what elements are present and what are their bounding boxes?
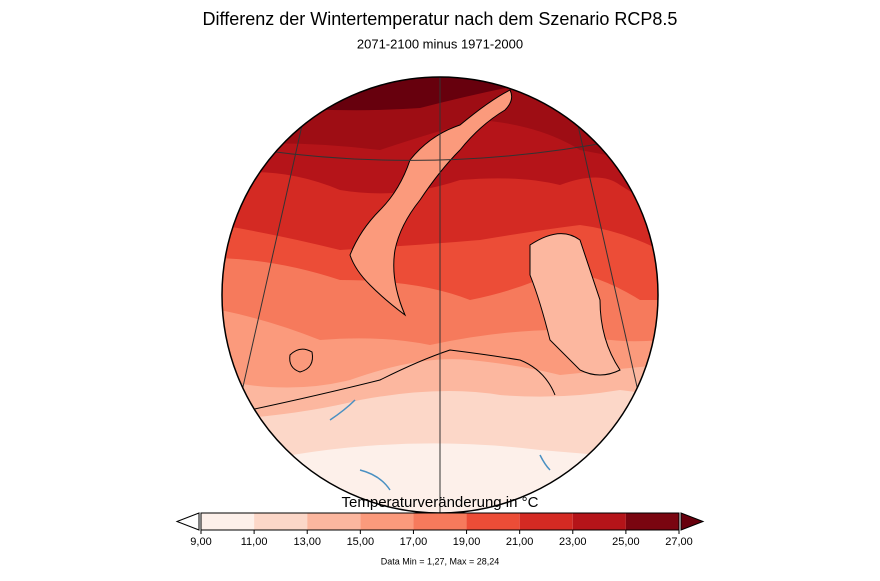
colorbar-tick-label: 13,00 bbox=[293, 536, 321, 548]
colorbar-tick-label: 17,00 bbox=[400, 536, 428, 548]
colorbar-segment bbox=[625, 513, 679, 530]
colorbar-under-arrow bbox=[175, 512, 200, 531]
colorbar-segment bbox=[519, 513, 573, 530]
colorbar-tick-label: 19,00 bbox=[453, 536, 481, 548]
subtitle: 2071-2100 minus 1971-2000 bbox=[357, 36, 523, 51]
colorbar-segment bbox=[254, 513, 308, 530]
colorbar-over-arrow bbox=[680, 512, 705, 531]
colorbar: 9,00 11,00 13,00 15,00 17,00 19,00 21,00 23,00 2… bbox=[175, 512, 705, 548]
colorbar-segment bbox=[466, 513, 520, 530]
footnote: Data Min = 1,27, Max = 28,24 bbox=[381, 556, 500, 566]
map bbox=[222, 77, 658, 513]
colorbar-tick-label: 21,00 bbox=[506, 536, 534, 548]
title: Differenz der Wintertemperatur nach dem … bbox=[203, 9, 678, 29]
colorbar-tick-label: 15,00 bbox=[347, 536, 375, 548]
colorbar-segment bbox=[360, 513, 414, 530]
colorbar-tick-label: 9,00 bbox=[190, 536, 211, 548]
colorbar-tick-label: 11,00 bbox=[241, 536, 268, 548]
colorbar-segment bbox=[307, 513, 361, 530]
colorbar-tick-label: 27,00 bbox=[665, 536, 693, 548]
colorbar-segment bbox=[572, 513, 626, 530]
colorbar-segment bbox=[413, 513, 467, 530]
colorbar-label: Temperaturveränderung in °C bbox=[342, 494, 539, 511]
colorbar-tick-label: 23,00 bbox=[559, 536, 587, 548]
colorbar-tick-label: 25,00 bbox=[612, 536, 640, 548]
colorbar-frame bbox=[200, 512, 680, 531]
colorbar-segment bbox=[201, 513, 255, 530]
